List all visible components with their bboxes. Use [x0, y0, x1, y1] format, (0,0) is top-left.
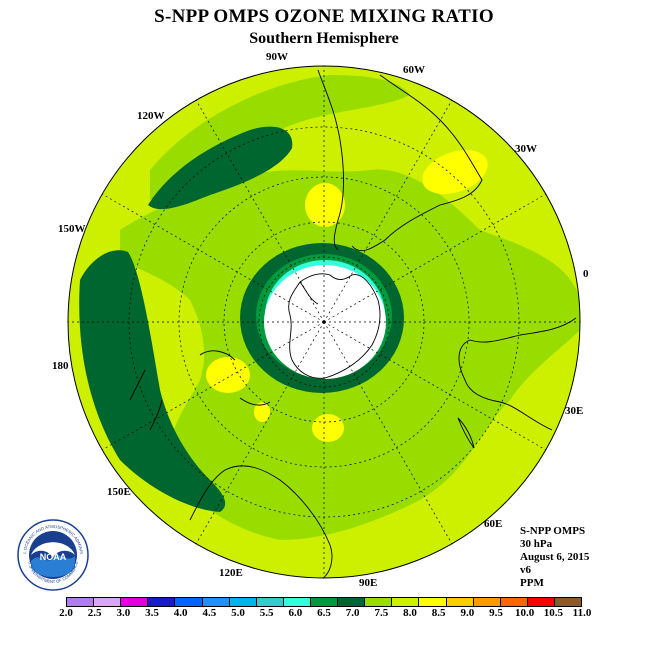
colorbar-swatch — [256, 598, 284, 606]
colorbar-swatch — [94, 598, 122, 606]
high-patch-1 — [422, 149, 488, 195]
colorbar-tick-label: 6.0 — [288, 607, 303, 619]
colorbar-swatch — [121, 598, 149, 606]
colorbar-tick-label: 10.0 — [515, 607, 535, 619]
lon-label-120w: 120W — [137, 110, 165, 122]
noaa-logo-text: NOAA — [40, 552, 67, 562]
colorbar-swatch — [202, 598, 230, 606]
colorbar-tick-label: 8.0 — [403, 607, 417, 619]
colorbar-swatch — [283, 598, 311, 606]
colorbar-swatch — [365, 598, 393, 606]
colorbar-tick-label: 11.0 — [572, 607, 592, 619]
colorbar-swatch — [392, 598, 420, 606]
colorbar-swatch — [419, 598, 447, 606]
colorbar-swatch — [338, 598, 366, 606]
info-block: S-NPP OMPS 30 hPa August 6, 2015 v6 PPM — [520, 525, 589, 590]
info-instrument: S-NPP OMPS — [520, 525, 586, 537]
colorbar-tick-label: 5.0 — [231, 607, 245, 619]
low-region-pacific — [79, 250, 226, 512]
high-patch-2 — [305, 183, 345, 227]
new-zealand-outline — [129, 369, 163, 431]
high-patch-4 — [312, 414, 344, 442]
colorbar-swatch — [554, 598, 582, 606]
noaa-logo: NOAA NATIONAL OCEANIC AND ATMOSPHERIC AD… — [16, 518, 89, 591]
colorbar-swatch — [500, 598, 528, 606]
lon-label-60e: 60E — [484, 518, 503, 530]
africa-outline — [458, 317, 577, 431]
lon-label-150w: 150W — [58, 223, 86, 235]
colorbar-tick-label: 9.5 — [489, 607, 503, 619]
pole-marker — [322, 320, 326, 324]
colorbar-swatch — [175, 598, 203, 606]
lon-label-30w: 30W — [515, 143, 537, 155]
info-level: 30 hPa — [520, 538, 553, 550]
australia-outline — [189, 350, 333, 578]
info-units: PPM — [520, 577, 544, 589]
figure-subtitle: Southern Hemisphere — [249, 30, 399, 47]
lon-label-90e: 90E — [359, 577, 378, 589]
colorbar — [66, 597, 582, 607]
colorbar-tick-label: 9.0 — [460, 607, 475, 619]
colorbar-tick-label: 2.0 — [59, 607, 73, 619]
lon-label-120e: 120E — [219, 567, 243, 579]
colorbar-tick-label: 4.5 — [202, 607, 217, 619]
madagascar-outline — [457, 417, 475, 449]
colorbar-tick-label: 7.0 — [345, 607, 360, 619]
colorbar-tick-label: 7.5 — [374, 607, 389, 619]
high-patch-5 — [254, 402, 270, 422]
low-region-north — [148, 126, 293, 210]
colorbar-tick-label: 6.5 — [317, 607, 331, 619]
colorbar-tick-label: 4.0 — [173, 607, 188, 619]
colorbar-tick-label: 10.5 — [543, 607, 563, 619]
lon-label-90w: 90W — [266, 51, 288, 63]
colorbar-tick-label: 3.0 — [116, 607, 131, 619]
lon-label-0: 0 — [583, 268, 589, 280]
high-patch-3 — [206, 357, 250, 393]
colorbar-swatch — [229, 598, 257, 606]
map-boundary — [67, 65, 581, 579]
colorbar-swatch — [67, 598, 95, 606]
colorbar-swatch — [310, 598, 339, 606]
colorbar-tick-label: 3.5 — [145, 607, 159, 619]
info-date: August 6, 2015 — [520, 551, 590, 563]
colorbar-swatch — [473, 598, 501, 606]
lon-label-180: 180 — [52, 360, 69, 372]
south-america-outline — [317, 69, 483, 252]
contour-7-5-arc — [150, 75, 410, 200]
colorbar-tick-label: 5.5 — [259, 607, 274, 619]
lon-label-30e: 30E — [565, 405, 584, 417]
figure-title: S-NPP OMPS OZONE MIXING RATIO — [154, 6, 494, 27]
lon-label-60w: 60W — [403, 64, 425, 76]
colorbar-tick-label: 2.5 — [87, 607, 102, 619]
colorbar-swatch — [527, 598, 555, 606]
colorbar-tick-label: 8.5 — [431, 607, 446, 619]
lon-label-150e: 150E — [107, 486, 131, 498]
info-version: v6 — [520, 564, 531, 576]
colorbar-swatch — [446, 598, 474, 606]
colorbar-swatch — [148, 598, 176, 606]
